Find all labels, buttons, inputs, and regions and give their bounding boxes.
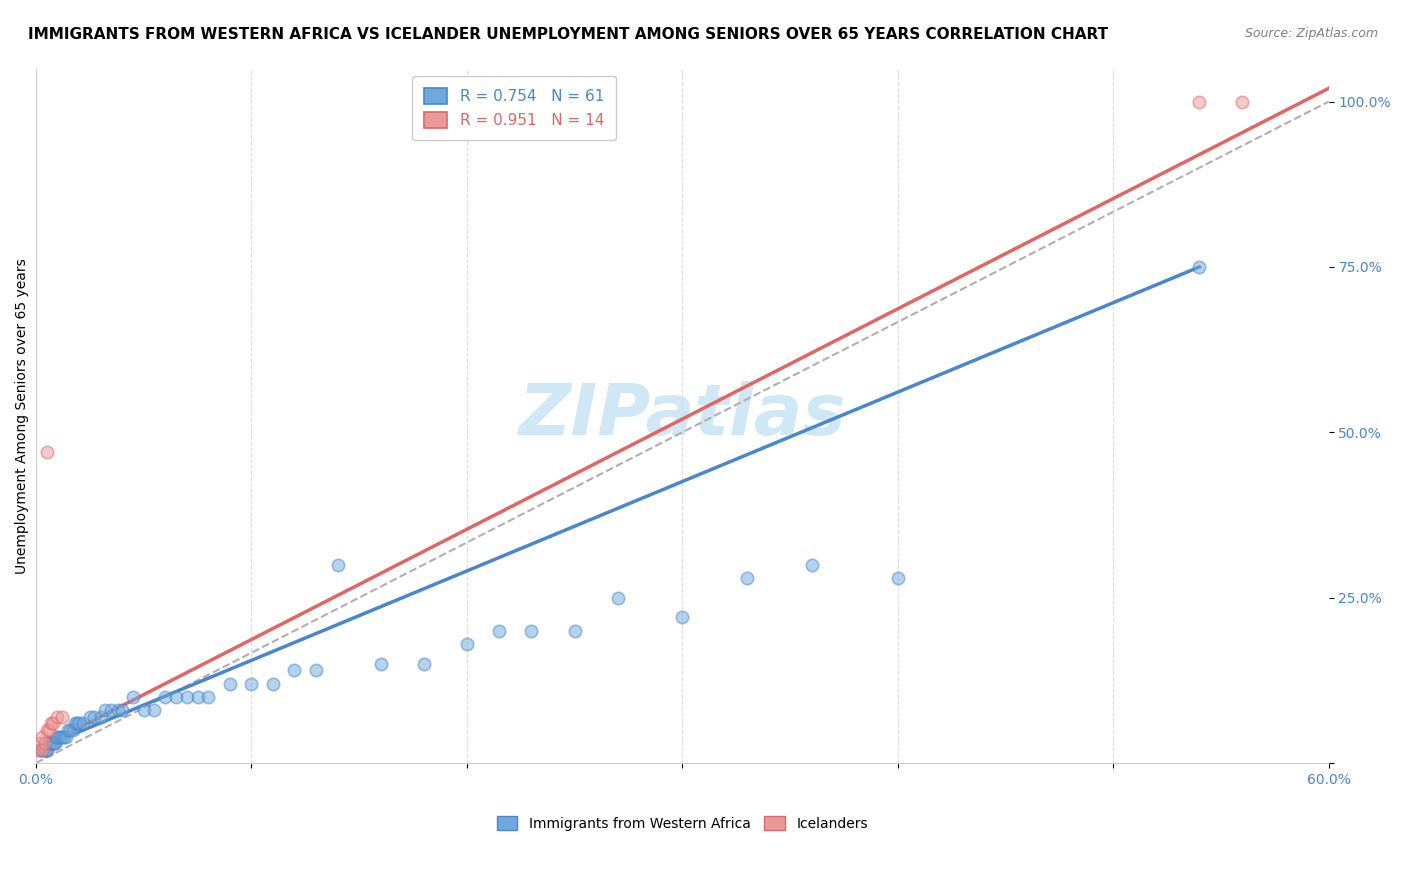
Point (44, 736, 66, 750)
Point (39, 736, 62, 750)
Point (165, 690, 187, 704)
Point (34, 743, 56, 757)
Point (51, 709, 73, 723)
Point (412, 657, 434, 671)
Point (218, 676, 240, 690)
Point (1188, 95, 1211, 109)
Point (58, 723, 80, 737)
Point (262, 676, 284, 690)
Point (31, 743, 53, 757)
Point (186, 690, 208, 704)
Point (283, 664, 305, 678)
Point (35, 743, 58, 757)
Point (122, 690, 145, 704)
Point (48, 730, 70, 744)
Point (564, 624, 586, 638)
Text: Source: ZipAtlas.com: Source: ZipAtlas.com (1244, 27, 1378, 40)
Point (42, 736, 65, 750)
Point (30, 736, 52, 750)
Point (143, 703, 166, 717)
Point (34, 743, 56, 757)
Point (107, 703, 129, 717)
Point (63, 716, 86, 731)
Text: IMMIGRANTS FROM WESTERN AFRICA VS ICELANDER UNEMPLOYMENT AMONG SENIORS OVER 65 Y: IMMIGRANTS FROM WESTERN AFRICA VS ICELAN… (28, 27, 1108, 42)
Point (35, 723, 58, 737)
Point (46, 709, 69, 723)
Point (111, 703, 134, 717)
Point (35, 743, 58, 757)
Point (176, 690, 198, 704)
Point (59, 723, 82, 737)
Point (42, 736, 65, 750)
Point (55, 730, 77, 744)
Point (31, 743, 53, 757)
Point (305, 664, 328, 678)
Point (72, 716, 94, 731)
Point (52, 730, 75, 744)
Point (27, 743, 49, 757)
Point (79, 709, 101, 723)
Point (197, 690, 219, 704)
Point (488, 624, 510, 638)
Point (42, 716, 65, 731)
Text: ZIPatlas: ZIPatlas (519, 381, 846, 450)
Point (606, 591, 628, 605)
Point (800, 558, 823, 572)
Point (35, 445, 58, 459)
Point (44, 736, 66, 750)
Point (66, 716, 89, 731)
Point (94, 703, 117, 717)
Point (34, 736, 56, 750)
Point (38, 736, 60, 750)
Point (83, 709, 105, 723)
Point (31, 743, 53, 757)
Point (240, 676, 263, 690)
Point (671, 610, 693, 624)
Point (370, 657, 392, 671)
Point (38, 736, 60, 750)
Point (735, 571, 758, 585)
Point (132, 703, 155, 717)
Point (887, 571, 910, 585)
Point (46, 730, 69, 744)
Point (46, 730, 69, 744)
Point (39, 716, 62, 731)
Point (30, 743, 52, 757)
Point (51, 730, 73, 744)
Point (100, 703, 122, 717)
Point (155, 690, 177, 704)
Point (31, 730, 53, 744)
Point (1188, 260, 1211, 274)
Point (520, 624, 543, 638)
Y-axis label: Unemployment Among Seniors over 65 years: Unemployment Among Seniors over 65 years (15, 258, 30, 574)
Point (1232, 95, 1254, 109)
Point (456, 637, 478, 651)
Point (39, 736, 62, 750)
Legend: Immigrants from Western Africa, Icelanders: Immigrants from Western Africa, Icelande… (485, 805, 879, 842)
Point (38, 723, 60, 737)
Point (326, 558, 349, 572)
Point (90, 709, 112, 723)
Point (67, 716, 90, 731)
Point (62, 723, 84, 737)
